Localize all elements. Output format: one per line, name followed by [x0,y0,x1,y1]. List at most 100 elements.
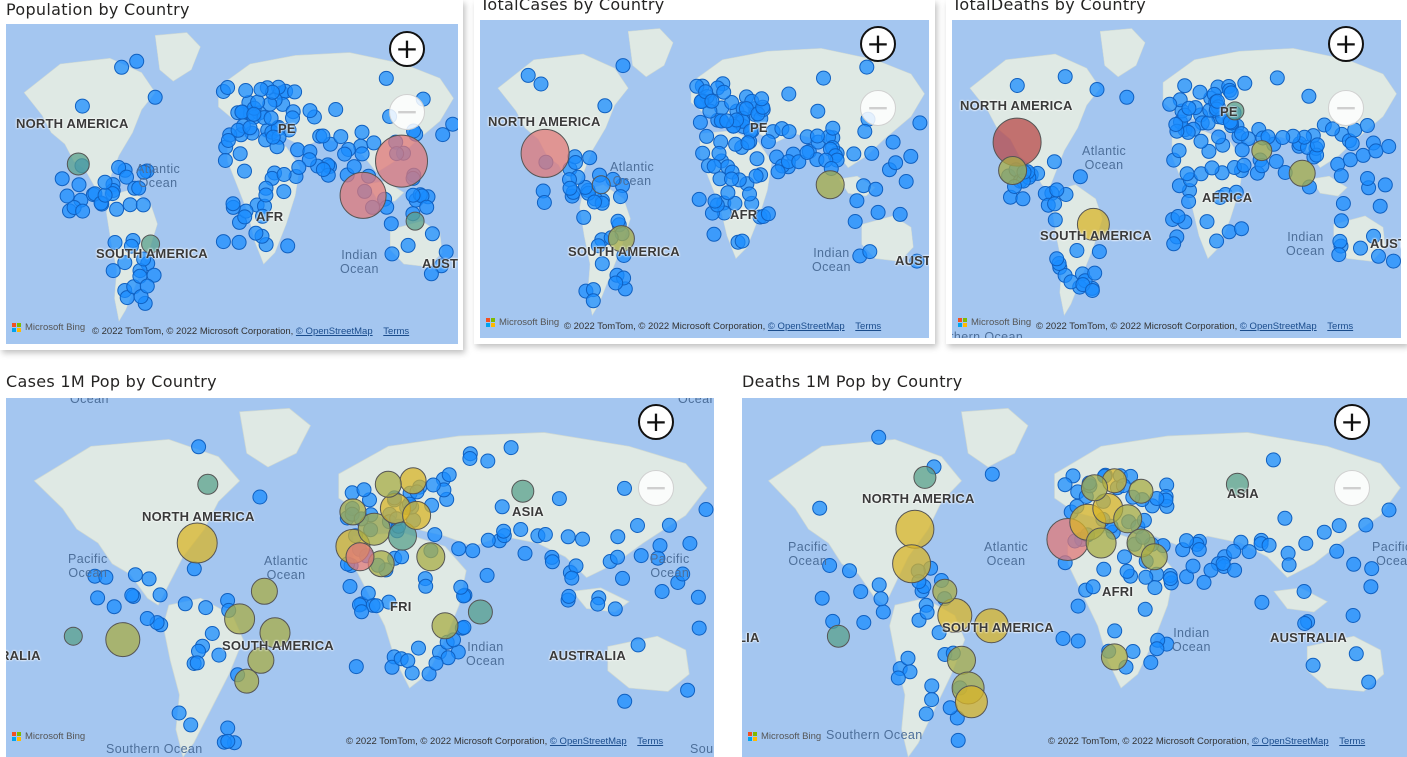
country-bubble[interactable] [680,682,696,698]
country-bubble[interactable] [136,164,152,180]
terms-link[interactable]: Terms [1327,321,1354,332]
country-bubble[interactable] [1096,561,1112,577]
country-bubble[interactable] [421,666,437,682]
country-bubble[interactable] [220,720,236,736]
country-bubble[interactable] [728,136,744,152]
country-bubble[interactable] [220,133,236,148]
country-bubble[interactable] [576,209,592,225]
country-bubble[interactable] [1138,569,1154,585]
country-bubble[interactable] [551,491,567,507]
country-bubble[interactable] [231,234,247,250]
country-bubble[interactable] [1192,84,1208,100]
country-bubble[interactable] [258,187,274,203]
country-bubble[interactable] [1015,191,1031,207]
country-bubble[interactable] [1342,152,1358,168]
country-bubble[interactable] [252,489,268,505]
country-bubble[interactable] [560,529,576,545]
country-bubble[interactable] [682,536,698,551]
country-bubble[interactable] [339,171,387,219]
zoom-in-button[interactable]: + [1334,404,1370,440]
country-bubble[interactable] [1057,477,1073,493]
country-bubble[interactable] [467,599,493,625]
country-bubble[interactable] [842,563,857,579]
country-bubble[interactable] [699,128,715,144]
country-bubble[interactable] [814,590,830,606]
country-bubble[interactable] [105,263,121,279]
country-bubble[interactable] [615,58,631,74]
country-bubble[interactable] [238,83,254,98]
country-bubble[interactable] [1047,196,1063,212]
country-bubble[interactable] [1331,247,1347,263]
country-bubble[interactable] [1345,608,1361,623]
country-bubble[interactable] [1009,78,1025,93]
country-bubble[interactable] [1329,543,1345,559]
country-bubble[interactable] [384,246,400,262]
country-bubble[interactable] [427,527,443,543]
country-bubble[interactable] [770,164,786,180]
country-bubble[interactable] [630,637,646,653]
country-bubble[interactable] [1072,169,1088,185]
country-bubble[interactable] [1117,549,1132,565]
country-bubble[interactable] [71,177,87,193]
osm-link[interactable]: © OpenStreetMap [1239,321,1317,332]
country-bubble[interactable] [1185,558,1201,574]
country-bubble[interactable] [383,216,399,232]
country-bubble[interactable] [1335,196,1351,211]
country-bubble[interactable] [1047,212,1063,228]
country-bubble[interactable] [517,545,533,561]
country-bubble[interactable] [885,134,901,150]
country-bubble[interactable] [706,158,722,174]
country-bubble[interactable] [360,585,376,601]
country-bubble[interactable] [1288,159,1316,187]
country-bubble[interactable] [1386,253,1401,269]
country-bubble[interactable] [1209,233,1225,249]
country-bubble[interactable] [513,522,529,537]
country-bubble[interactable] [822,558,838,573]
country-bubble[interactable] [1360,171,1375,186]
country-bubble[interactable] [913,465,937,489]
country-bubble[interactable] [892,206,908,222]
country-bubble[interactable] [378,70,394,86]
country-bubble[interactable] [749,151,765,167]
country-bubble[interactable] [520,67,536,83]
country-bubble[interactable] [582,150,598,166]
country-bubble[interactable] [562,180,578,196]
country-bubble[interactable] [724,95,740,110]
visual-deaths-1m[interactable]: Deaths 1M Pop by Country NORTH AMERICA SO… [736,368,1407,757]
zoom-out-button[interactable]: − [860,90,896,126]
country-bubble[interactable] [503,440,519,456]
country-bubble[interactable] [859,59,875,75]
country-bubble[interactable] [105,622,141,658]
map-canvas[interactable]: NORTH AMERICA SOUTH AMERICA AFRICA PE AUST At… [952,20,1401,338]
country-bubble[interactable] [280,238,296,254]
country-bubble[interactable] [613,189,628,205]
country-bubble[interactable] [760,134,776,150]
country-bubble[interactable] [594,256,610,272]
country-bubble[interactable] [1355,147,1371,163]
country-bubble[interactable] [875,604,891,620]
country-bubble[interactable] [220,733,236,749]
country-bubble[interactable] [276,184,292,200]
country-bubble[interactable] [1049,251,1065,267]
country-bubble[interactable] [610,549,625,565]
country-bubble[interactable] [1055,631,1071,646]
country-bubble[interactable] [124,587,140,603]
country-bubble[interactable] [1223,85,1239,101]
country-bubble[interactable] [1170,209,1186,224]
country-bubble[interactable] [255,208,270,224]
country-bubble[interactable] [1081,474,1108,502]
country-bubble[interactable] [1234,126,1249,142]
country-bubble[interactable] [1234,142,1250,158]
country-bubble[interactable] [591,175,611,195]
country-bubble[interactable] [438,244,454,260]
country-bubble[interactable] [799,145,815,160]
country-bubble[interactable] [1221,224,1237,240]
country-bubble[interactable] [425,477,441,493]
country-bubble[interactable] [431,612,459,640]
country-bubble[interactable] [1181,100,1197,116]
country-bubble[interactable] [1344,136,1360,152]
country-bubble[interactable] [1331,518,1347,534]
country-bubble[interactable] [846,146,862,162]
country-bubble[interactable] [1325,121,1340,137]
country-bubble[interactable] [1128,478,1154,504]
